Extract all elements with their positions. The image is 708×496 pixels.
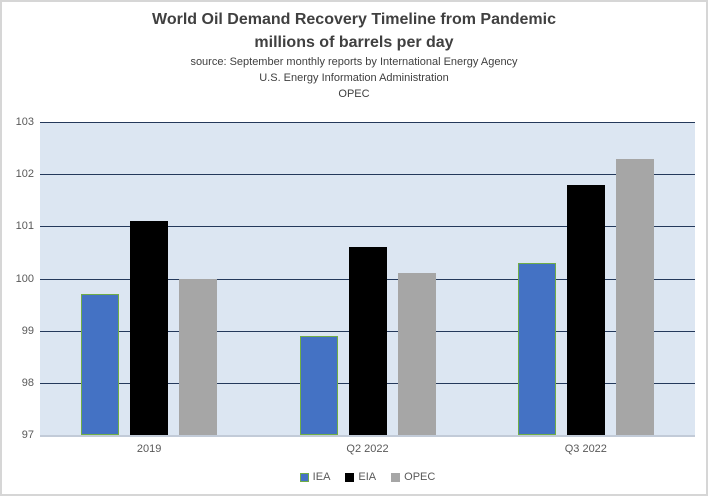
y-tick-label: 97 — [21, 429, 34, 441]
y-tick-label: 103 — [15, 116, 34, 128]
bar-eia-q3-2022 — [566, 184, 605, 435]
y-tick-label: 98 — [21, 376, 34, 389]
y-tick-label: 100 — [15, 272, 34, 285]
y-tick-label: 99 — [21, 324, 34, 337]
bar-eia-q2-2022 — [348, 247, 387, 435]
chart-subtitle: millions of barrels per day — [254, 34, 454, 51]
legend-swatch-eia — [345, 472, 355, 482]
legend-item-opec: OPEC — [391, 471, 435, 483]
legend-label: IEA — [312, 471, 331, 483]
x-axis-label: 2019 — [136, 443, 162, 455]
bar-iea-q2-2022 — [299, 335, 338, 435]
source-line-2: U.S. Energy Information Administration — [259, 72, 449, 84]
gridline — [40, 174, 695, 176]
source-line-1: source: September monthly reports by Int… — [190, 56, 518, 68]
legend-item-iea: IEA — [299, 471, 331, 483]
x-axis-label: Q2 2022 — [346, 443, 389, 455]
y-tick-label: 102 — [15, 168, 34, 181]
chart-title: World Oil Demand Recovery Timeline from … — [152, 11, 556, 28]
y-tick-label: 101 — [15, 220, 34, 233]
bar-opec-q2-2022 — [397, 273, 436, 435]
legend: IEA EIA OPEC — [40, 469, 695, 485]
legend-item-eia: EIA — [345, 471, 376, 483]
source-line-3: OPEC — [338, 88, 370, 100]
bar-iea-2019 — [81, 294, 120, 435]
chart-header: World Oil Demand Recovery Timeline from … — [2, 8, 706, 102]
legend-label: OPEC — [404, 471, 436, 483]
legend-swatch-iea — [299, 472, 309, 482]
bar-eia-2019 — [130, 221, 169, 435]
bar-iea-q3-2022 — [517, 262, 556, 435]
bar-opec-q3-2022 — [615, 158, 654, 435]
gridline — [40, 122, 695, 123]
legend-label: EIA — [358, 471, 377, 483]
y-axis: 97 98 99 100 101 102 103 — [2, 116, 34, 441]
plot-area — [40, 122, 695, 437]
gridline — [40, 226, 695, 228]
bar-opec-2019 — [179, 278, 218, 435]
x-axis: 2019 Q2 2022 Q3 2022 — [40, 443, 695, 459]
legend-swatch-opec — [391, 472, 401, 482]
x-axis-label: Q3 2022 — [564, 443, 607, 455]
